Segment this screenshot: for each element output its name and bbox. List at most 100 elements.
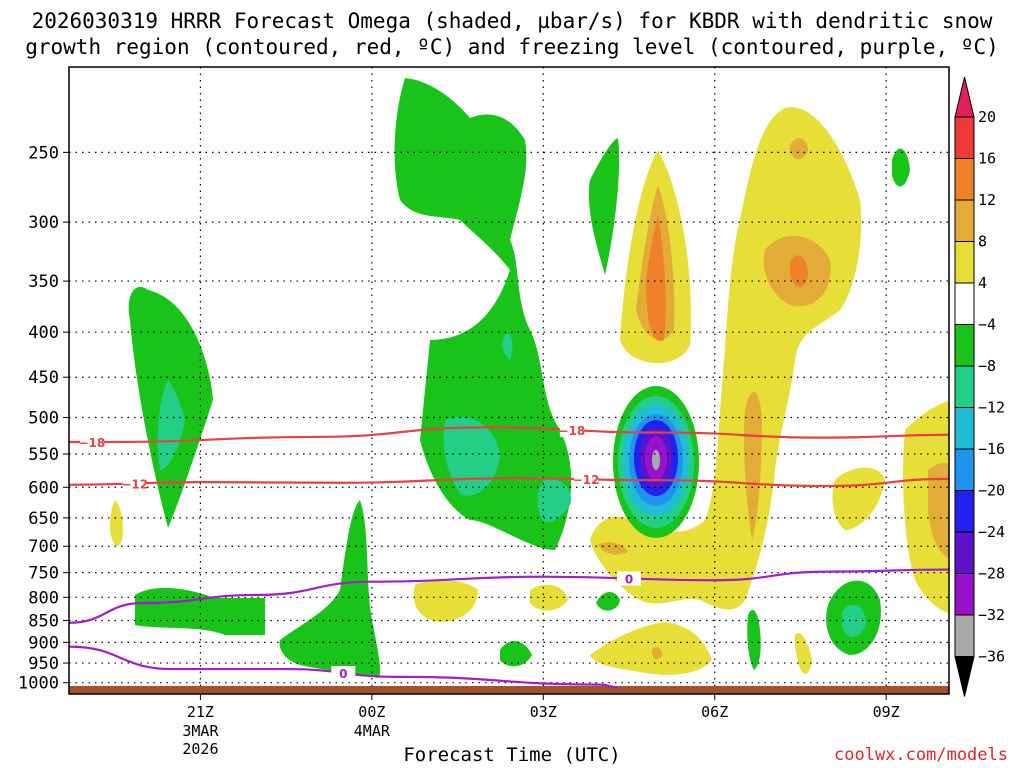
colorbar-top-arrow: [954, 76, 975, 118]
omega-region-upward: [443, 416, 500, 496]
y-tick-label: 450: [28, 368, 59, 388]
ground-strip: [69, 686, 949, 694]
colorbar-segment: [954, 365, 975, 408]
y-tick-label: 250: [28, 143, 59, 163]
omega-region-downward: [110, 500, 123, 547]
colorbar-segment: [954, 116, 975, 159]
colorbar: 20 16 12 8 4 −4 −8 −12 −16 −20 −24 −28 −32 −36: [954, 76, 1005, 697]
omega-region-downward: [794, 632, 812, 674]
omega-region-upward: [588, 138, 620, 275]
omega-region-upward: [135, 587, 265, 635]
colorbar-segment: [954, 324, 975, 367]
colorbar-bottom-arrow: [954, 656, 975, 697]
omega-region-upward: [500, 640, 532, 667]
colorbar-label: −16: [978, 440, 1005, 458]
contour-label-bg: [122, 476, 147, 491]
colorbar-label: −32: [978, 606, 1005, 624]
y-tick-label: 550: [28, 445, 59, 465]
contour-label-bg: [331, 665, 356, 680]
contour-label: 0: [339, 667, 347, 681]
x-tick-label: 03Z: [530, 703, 557, 721]
title-line-2: growth region (contoured, red, ºC) and f…: [25, 35, 999, 59]
contour-label-bg: [79, 434, 104, 449]
temperature-contours: −18 −18 −12 −12 0 0: [69, 422, 949, 689]
colorbar-segment: [954, 531, 975, 574]
contour-label: 0: [625, 572, 633, 586]
omega-region-upward: [279, 500, 381, 678]
y-tick-label: 800: [28, 588, 59, 608]
omega-region-downward: [928, 462, 949, 559]
omega-region-downward: [790, 255, 808, 288]
omega-region-downward: [590, 622, 712, 675]
title-line-1: 2026030319 HRRR Forecast Omega (shaded, …: [31, 9, 993, 33]
colorbar-label: −12: [978, 399, 1005, 417]
y-tick-label: 750: [28, 564, 59, 584]
omega-region-downward: [590, 107, 862, 610]
colorbar-segment: [954, 199, 975, 242]
omega-region-downward: [598, 542, 628, 555]
omega-region-upward: [747, 610, 761, 670]
contour-label-bg: [559, 422, 584, 437]
omega-region-downward: [743, 391, 762, 540]
y-tick-label: 700: [28, 537, 59, 557]
y-tick-label: 650: [28, 509, 59, 529]
omega-region-downward: [832, 467, 885, 530]
y-tick-label: 300: [28, 213, 59, 233]
contour-label: −12: [121, 477, 148, 491]
contour-line: [69, 568, 949, 624]
omega-region-downward: [530, 584, 568, 611]
colorbar-label: 12: [978, 191, 996, 209]
contour-label-bg: [617, 571, 641, 586]
colorbar-segment: [954, 158, 975, 201]
omega-region-downward: [646, 215, 666, 341]
colorbar-label: −20: [978, 482, 1005, 500]
colorbar-label: 16: [978, 150, 996, 168]
x-tick-label: 21Z: [187, 703, 214, 721]
colorbar-label: 20: [978, 108, 996, 126]
x-tick-label: 2026: [182, 740, 218, 758]
contour-label: −18: [78, 436, 105, 450]
omega-region-downward: [413, 580, 478, 622]
credit-link[interactable]: coolwx.com/models: [834, 745, 1008, 765]
x-tick-label: 06Z: [701, 703, 728, 721]
y-tick-label: 400: [28, 323, 59, 343]
colorbar-segment: [954, 614, 975, 657]
contour-label-bg: [574, 472, 599, 487]
colorbar-segment: [954, 490, 975, 533]
y-tick-label: 900: [28, 633, 59, 653]
colorbar-label: 4: [978, 274, 987, 292]
x-tick-label: 09Z: [873, 703, 900, 721]
colorbar-segment: [954, 573, 975, 616]
contour-label: −12: [573, 473, 600, 487]
x-tick-label: 4MAR: [354, 722, 391, 740]
omega-region-upward: [842, 604, 866, 638]
y-tick-label: 950: [28, 654, 59, 674]
y-tick-label: 600: [28, 478, 59, 498]
colorbar-label: −4: [978, 316, 996, 334]
y-tick-label: 1000: [18, 674, 59, 694]
omega-region-upward: [892, 148, 910, 187]
x-tick-label: 3MAR: [182, 722, 219, 740]
y-tick-label: 350: [28, 272, 59, 292]
x-tick-label: 00Z: [358, 703, 385, 721]
y-axis: 2503003504004505005506006507007508008509…: [18, 143, 69, 694]
colorbar-label: −28: [978, 565, 1005, 583]
omega-region-upward: [157, 380, 185, 470]
colorbar-label: 8: [978, 233, 987, 251]
chart-title: 2026030319 HRRR Forecast Omega (shaded, …: [0, 8, 1024, 60]
grid-lines: [69, 67, 949, 694]
plot-frame: [68, 66, 950, 695]
y-tick-label: 850: [28, 612, 59, 632]
omega-region-upward: [537, 479, 571, 523]
contour-label: −18: [558, 424, 585, 438]
contour-line: [69, 477, 949, 488]
colorbar-segment: [954, 282, 975, 325]
contour-line: [69, 426, 949, 444]
omega-region-upward: [502, 334, 513, 360]
colorbar-label: −36: [978, 648, 1005, 666]
colorbar-label: −8: [978, 357, 996, 375]
omega-region-upward: [596, 592, 620, 611]
omega-region-downward: [790, 138, 808, 160]
colorbar-segment: [954, 448, 975, 491]
